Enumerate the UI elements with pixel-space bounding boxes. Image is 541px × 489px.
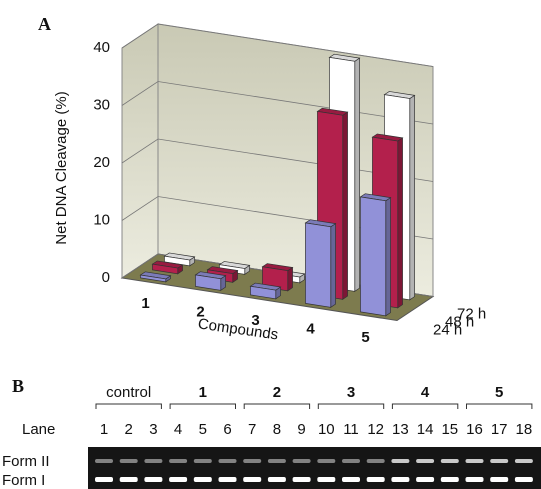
band-lower — [490, 477, 508, 482]
band-lower — [342, 477, 360, 482]
lane-number: 7 — [248, 421, 256, 438]
band-upper — [169, 459, 187, 463]
band-label: Form I — [2, 472, 45, 489]
group-bracket — [244, 404, 309, 409]
bar-side — [343, 112, 348, 299]
lane-number: 4 — [174, 421, 182, 438]
lane-number: 8 — [273, 421, 281, 438]
y-tick-label: 30 — [93, 96, 110, 113]
lane-number: 15 — [441, 421, 458, 438]
x-tick-label: 2 — [196, 304, 204, 321]
band-lower — [317, 477, 335, 482]
band-lower — [120, 477, 138, 482]
band-lower — [169, 477, 187, 482]
lane-number: 13 — [392, 421, 409, 438]
lane-number: 16 — [466, 421, 483, 438]
band-upper — [268, 459, 286, 463]
group-label: 1 — [199, 384, 207, 401]
band-upper — [95, 459, 113, 463]
band-lower — [515, 477, 533, 482]
group-bracket — [96, 404, 161, 409]
figure: A Net DNA Cleavage (%) Compounds 0 10 20 30… — [0, 0, 541, 489]
group-bracket — [170, 404, 235, 409]
band-upper — [367, 459, 385, 463]
lane-number: 11 — [343, 421, 359, 438]
group-bracket — [318, 404, 383, 409]
band-lower — [391, 477, 409, 482]
bar-front — [305, 223, 330, 307]
x-tick-label: 4 — [306, 321, 315, 338]
panel-label: B — [12, 376, 24, 396]
chart: A Net DNA Cleavage (%) Compounds 0 10 20 30… — [38, 14, 486, 346]
lane-number: 18 — [516, 421, 533, 438]
band-lower — [441, 477, 459, 482]
band-lower — [95, 477, 113, 482]
bar-side — [410, 95, 415, 299]
series-label: 72 h — [457, 305, 486, 322]
band-upper — [416, 459, 434, 463]
bar-side — [288, 267, 293, 290]
group-bracket — [467, 404, 532, 409]
band-upper — [342, 459, 360, 463]
lane-number: 9 — [297, 421, 305, 438]
group-label: 2 — [273, 384, 281, 401]
group-label: 3 — [347, 384, 355, 401]
bar-side — [398, 138, 403, 308]
lane-number: 5 — [199, 421, 207, 438]
band-upper — [243, 459, 261, 463]
band-upper — [120, 459, 138, 463]
lane-number: 3 — [149, 421, 157, 438]
band-upper — [293, 459, 311, 463]
band-lower — [293, 477, 311, 482]
band-lower — [219, 477, 237, 482]
x-axis-label: Compounds — [197, 315, 279, 343]
bar — [360, 194, 390, 316]
lane-title: Lane — [22, 421, 55, 438]
x-tick-label: 3 — [251, 312, 259, 329]
band-upper — [391, 459, 409, 463]
y-tick-label: 20 — [93, 154, 110, 171]
y-tick-label: 0 — [102, 269, 110, 286]
lane-number: 17 — [491, 421, 508, 438]
lane-number: 14 — [417, 421, 434, 438]
x-tick-label: 1 — [141, 295, 149, 312]
bar-front — [360, 197, 385, 316]
lane-number: 2 — [125, 421, 133, 438]
band-label: Form II — [2, 453, 50, 470]
x-tick-label: 5 — [361, 329, 369, 346]
bar-side — [355, 58, 360, 291]
bar-side — [331, 224, 336, 308]
band-lower — [268, 477, 286, 482]
panel-label: A — [38, 14, 51, 34]
band-lower — [194, 477, 212, 482]
band-lower — [243, 477, 261, 482]
band-lower — [416, 477, 434, 482]
band-upper — [219, 459, 237, 463]
bar-side — [386, 198, 391, 316]
band-upper — [441, 459, 459, 463]
group-bracket — [392, 404, 457, 409]
band-upper — [317, 459, 335, 463]
group-label: control — [106, 384, 151, 401]
band-upper — [144, 459, 162, 463]
band-upper — [515, 459, 533, 463]
band-upper — [466, 459, 484, 463]
lane-number: 10 — [318, 421, 335, 438]
group-label: 4 — [421, 384, 430, 401]
gel-image — [88, 447, 541, 489]
band-lower — [144, 477, 162, 482]
bar — [305, 220, 335, 308]
y-tick-label: 10 — [93, 211, 110, 228]
band-upper — [490, 459, 508, 463]
lane-number: 1 — [100, 421, 108, 438]
lane-number: 6 — [223, 421, 231, 438]
y-axis-label: Net DNA Cleavage (%) — [53, 91, 70, 244]
y-tick-label: 40 — [93, 39, 110, 56]
band-lower — [367, 477, 385, 482]
lane-number: 12 — [367, 421, 384, 438]
band-lower — [466, 477, 484, 482]
group-label: 5 — [495, 384, 503, 401]
band-upper — [194, 459, 212, 463]
